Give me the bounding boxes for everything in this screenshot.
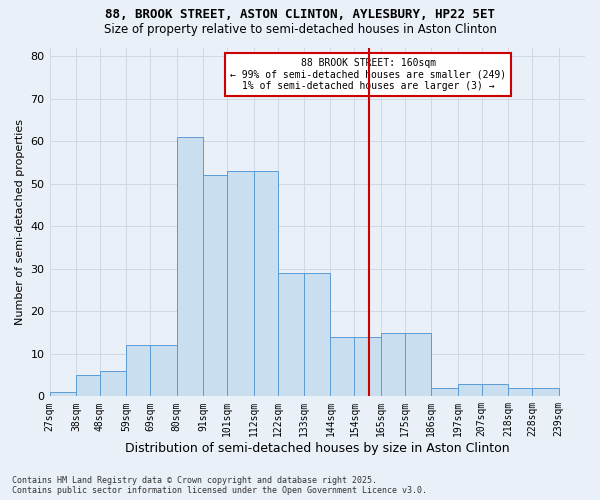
Bar	[151, 346, 177, 397]
Text: 88 BROOK STREET: 160sqm
← 99% of semi-detached houses are smaller (249)
1% of se: 88 BROOK STREET: 160sqm ← 99% of semi-de…	[230, 58, 506, 91]
Bar	[100, 371, 127, 396]
Bar	[331, 337, 355, 396]
Bar	[431, 388, 458, 396]
Bar	[177, 137, 203, 396]
Text: Contains HM Land Registry data © Crown copyright and database right 2025.
Contai: Contains HM Land Registry data © Crown c…	[12, 476, 427, 495]
Bar	[76, 375, 100, 396]
Bar	[254, 171, 278, 396]
Bar	[50, 392, 76, 396]
Bar	[127, 346, 151, 397]
Bar	[355, 337, 381, 396]
Bar	[405, 332, 431, 396]
Bar	[458, 384, 482, 396]
Bar	[304, 273, 331, 396]
Bar	[482, 384, 508, 396]
Bar	[532, 388, 559, 396]
Bar	[203, 175, 227, 396]
Bar	[278, 273, 304, 396]
Bar	[508, 388, 532, 396]
Y-axis label: Number of semi-detached properties: Number of semi-detached properties	[15, 119, 25, 325]
Text: 88, BROOK STREET, ASTON CLINTON, AYLESBURY, HP22 5ET: 88, BROOK STREET, ASTON CLINTON, AYLESBU…	[105, 8, 495, 20]
Bar	[227, 171, 254, 396]
Bar	[381, 332, 405, 396]
X-axis label: Distribution of semi-detached houses by size in Aston Clinton: Distribution of semi-detached houses by …	[125, 442, 509, 455]
Text: Size of property relative to semi-detached houses in Aston Clinton: Size of property relative to semi-detach…	[104, 22, 496, 36]
